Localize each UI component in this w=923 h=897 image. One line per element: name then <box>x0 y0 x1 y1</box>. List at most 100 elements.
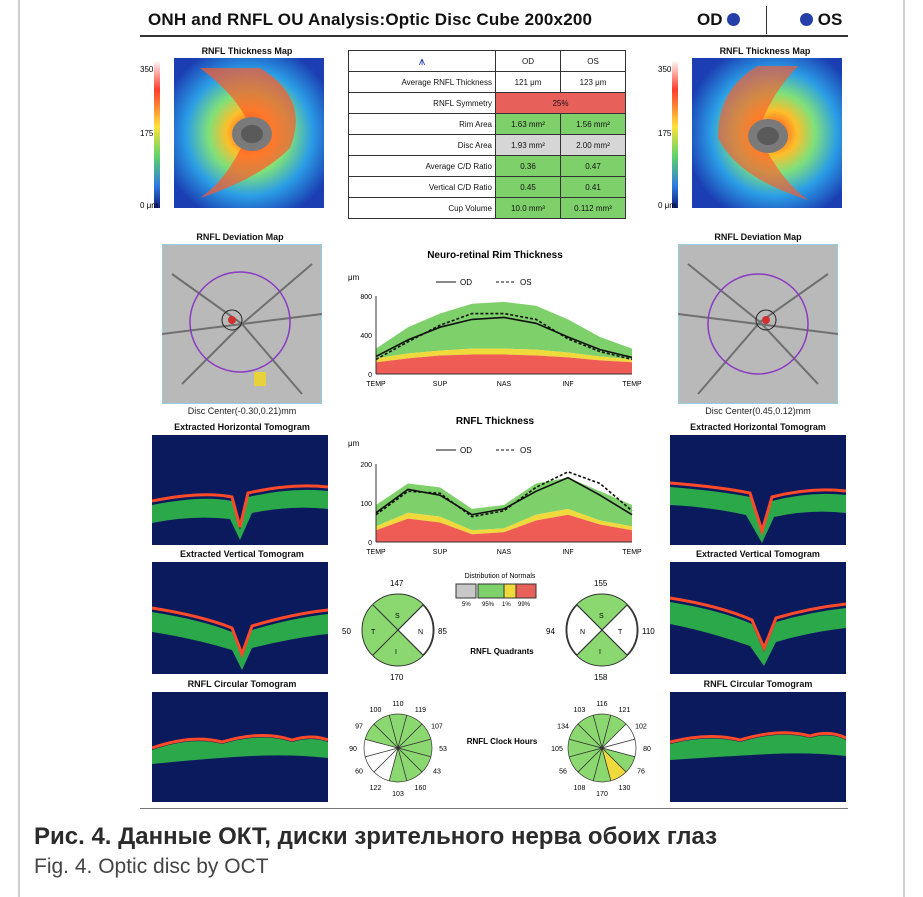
clock-hour-value: 130 <box>619 785 631 792</box>
x-tick-label: INF <box>562 549 573 556</box>
clock-hour-value: 160 <box>415 785 427 792</box>
rnfl-chart-title: RNFL Thickness <box>456 416 535 427</box>
tomo-c-title-od: RNFL Circular Tomogram <box>187 679 297 689</box>
borderline-band <box>376 508 632 535</box>
rnfl-chart-legend: OD OS <box>436 446 532 455</box>
table-row: Vertical C/D Ratio 0.45 0.41 <box>348 176 626 198</box>
legend-value: 5% <box>462 602 471 608</box>
zeiss-logo-icon: ⩚ <box>348 50 496 72</box>
clock-hour-value: 110 <box>392 701 403 708</box>
clock-hour-value: 53 <box>439 746 447 753</box>
rnfl-chart-ylabel: μm <box>348 439 360 448</box>
clock-hour-value: 107 <box>431 724 443 731</box>
thickness-map-title-os: RNFL Thickness Map <box>719 46 811 56</box>
svg-text:I: I <box>599 649 601 656</box>
row-label: Disc Area <box>348 134 496 156</box>
legend-label: OD <box>460 446 472 455</box>
rnfl-thickness-chart: RNFL Thickness μm OD OS 200 100 0 TEMP SUP NAS… <box>348 416 642 556</box>
row-os: 1.56 mm² <box>560 113 626 135</box>
x-tick-label: TEMP <box>366 549 386 556</box>
row-od: 0.45 <box>495 176 561 198</box>
svg-text:N: N <box>580 629 585 636</box>
clock-circle-od: 110 119 107 53 43 160 103 122 60 90 97 100 <box>349 701 447 798</box>
header-separator <box>766 6 767 34</box>
color-scale-bar-os <box>672 60 678 208</box>
os-quadrant-t: 110 <box>642 627 655 636</box>
quadrants-title: RNFL Quadrants <box>470 647 534 656</box>
clock-hour-value: 119 <box>415 707 426 714</box>
row-label: Cup Volume <box>348 197 496 219</box>
x-tick-label: TEMP <box>622 549 642 556</box>
os-quadrant-s: 155 <box>594 579 608 588</box>
summary-table-wrapper: ⩚ OD OS Average RNFL Thickness 121 μm 12… <box>348 50 626 219</box>
x-tick-label: INF <box>562 381 573 388</box>
page-frame <box>18 0 905 897</box>
quadrant-circle-od: S T N I 147 85 170 50 <box>342 579 447 682</box>
scale-top-os: 350 <box>658 65 672 74</box>
os-quadrant-n: 94 <box>546 627 555 636</box>
rim-chart-legend: OD OS <box>436 278 532 287</box>
clock-circle-os: 116 121 102 80 76 130 170 108 56 105 134 103 <box>551 701 651 798</box>
table-row: Average RNFL Thickness 121 μm 123 μm <box>348 71 626 93</box>
os-quadrant-i: 158 <box>594 673 608 682</box>
disc-center-od: Disc Center(-0.30,0.21)mm <box>187 406 297 416</box>
color-scale-bar <box>154 60 160 208</box>
thickness-map-od: 350 175 0 μm <box>140 58 324 210</box>
disc-center-os: Disc Center(0.45,0.12)mm <box>705 406 811 416</box>
y-tick-label: 400 <box>360 333 372 340</box>
clock-hour-value: 76 <box>637 769 645 776</box>
table-row: RNFL Symmetry 25% <box>348 92 626 114</box>
legend-label: OS <box>520 446 532 455</box>
od-quadrant-i: 170 <box>390 673 404 682</box>
rim-thickness-chart: Neuro-retinal Rim Thickness μm OD OS 800 4… <box>348 250 642 388</box>
svg-text:I: I <box>395 649 397 656</box>
row-os: 0.47 <box>560 155 626 177</box>
row-od: 10.0 mm³ <box>495 197 561 219</box>
header-rule <box>140 35 848 37</box>
rnfl-chart-plot: 200 100 0 TEMP SUP NAS INF TEMP <box>360 462 642 556</box>
normal-band <box>376 477 632 531</box>
clock-hour-value: 56 <box>559 769 567 776</box>
clock-hour-value: 105 <box>551 746 563 753</box>
tomogram-circular-od <box>152 692 328 802</box>
x-tick-label: TEMP <box>622 381 642 388</box>
svg-text:S: S <box>599 613 604 620</box>
x-tick-label: NAS <box>497 381 512 388</box>
row-os: 2.00 mm² <box>560 134 626 156</box>
clock-hour-value: 102 <box>635 724 647 731</box>
table-row: Rim Area 1.63 mm² 1.56 mm² <box>348 113 626 135</box>
svg-text:T: T <box>618 629 623 636</box>
table-row: Disc Area 1.93 mm² 2.00 mm² <box>348 134 626 156</box>
clock-hour-value: 43 <box>433 769 441 776</box>
row-merged: 25% <box>495 92 626 114</box>
series-line-os <box>375 470 633 518</box>
y-tick-label: 200 <box>360 462 372 469</box>
clock-hour-value: 103 <box>392 791 404 798</box>
deviation-map-title-os: RNFL Deviation Map <box>714 232 802 242</box>
row-od: 1.63 mm² <box>495 113 561 135</box>
od-label: OD <box>697 10 741 30</box>
rim-chart-ylabel: μm <box>348 273 360 282</box>
scale-mid-os: 175 <box>658 129 672 138</box>
row-label: Average RNFL Thickness <box>348 71 496 93</box>
x-tick-label: NAS <box>497 549 512 556</box>
clock-hour-value: 108 <box>574 785 586 792</box>
od-eye-icon <box>727 13 741 26</box>
legend-value: 95% <box>482 602 495 608</box>
row-label: Vertical C/D Ratio <box>348 176 496 198</box>
x-tick-label: SUP <box>433 381 448 388</box>
series-line-od <box>375 316 633 359</box>
od-text: OD <box>697 10 723 29</box>
os-label: OS <box>800 10 842 30</box>
row-os: 0.41 <box>560 176 626 198</box>
clock-sector <box>577 714 603 750</box>
footer-rule <box>140 808 848 809</box>
svg-text:T: T <box>371 629 376 636</box>
os-text: OS <box>817 10 843 29</box>
legend-label: OS <box>520 278 532 287</box>
clock-hour-value: 80 <box>643 746 651 753</box>
scale-mid: 175 <box>140 129 154 138</box>
legend-value: 1% <box>502 602 511 608</box>
y-tick-label: 800 <box>360 294 372 301</box>
row-label: Average C/D Ratio <box>348 155 496 177</box>
